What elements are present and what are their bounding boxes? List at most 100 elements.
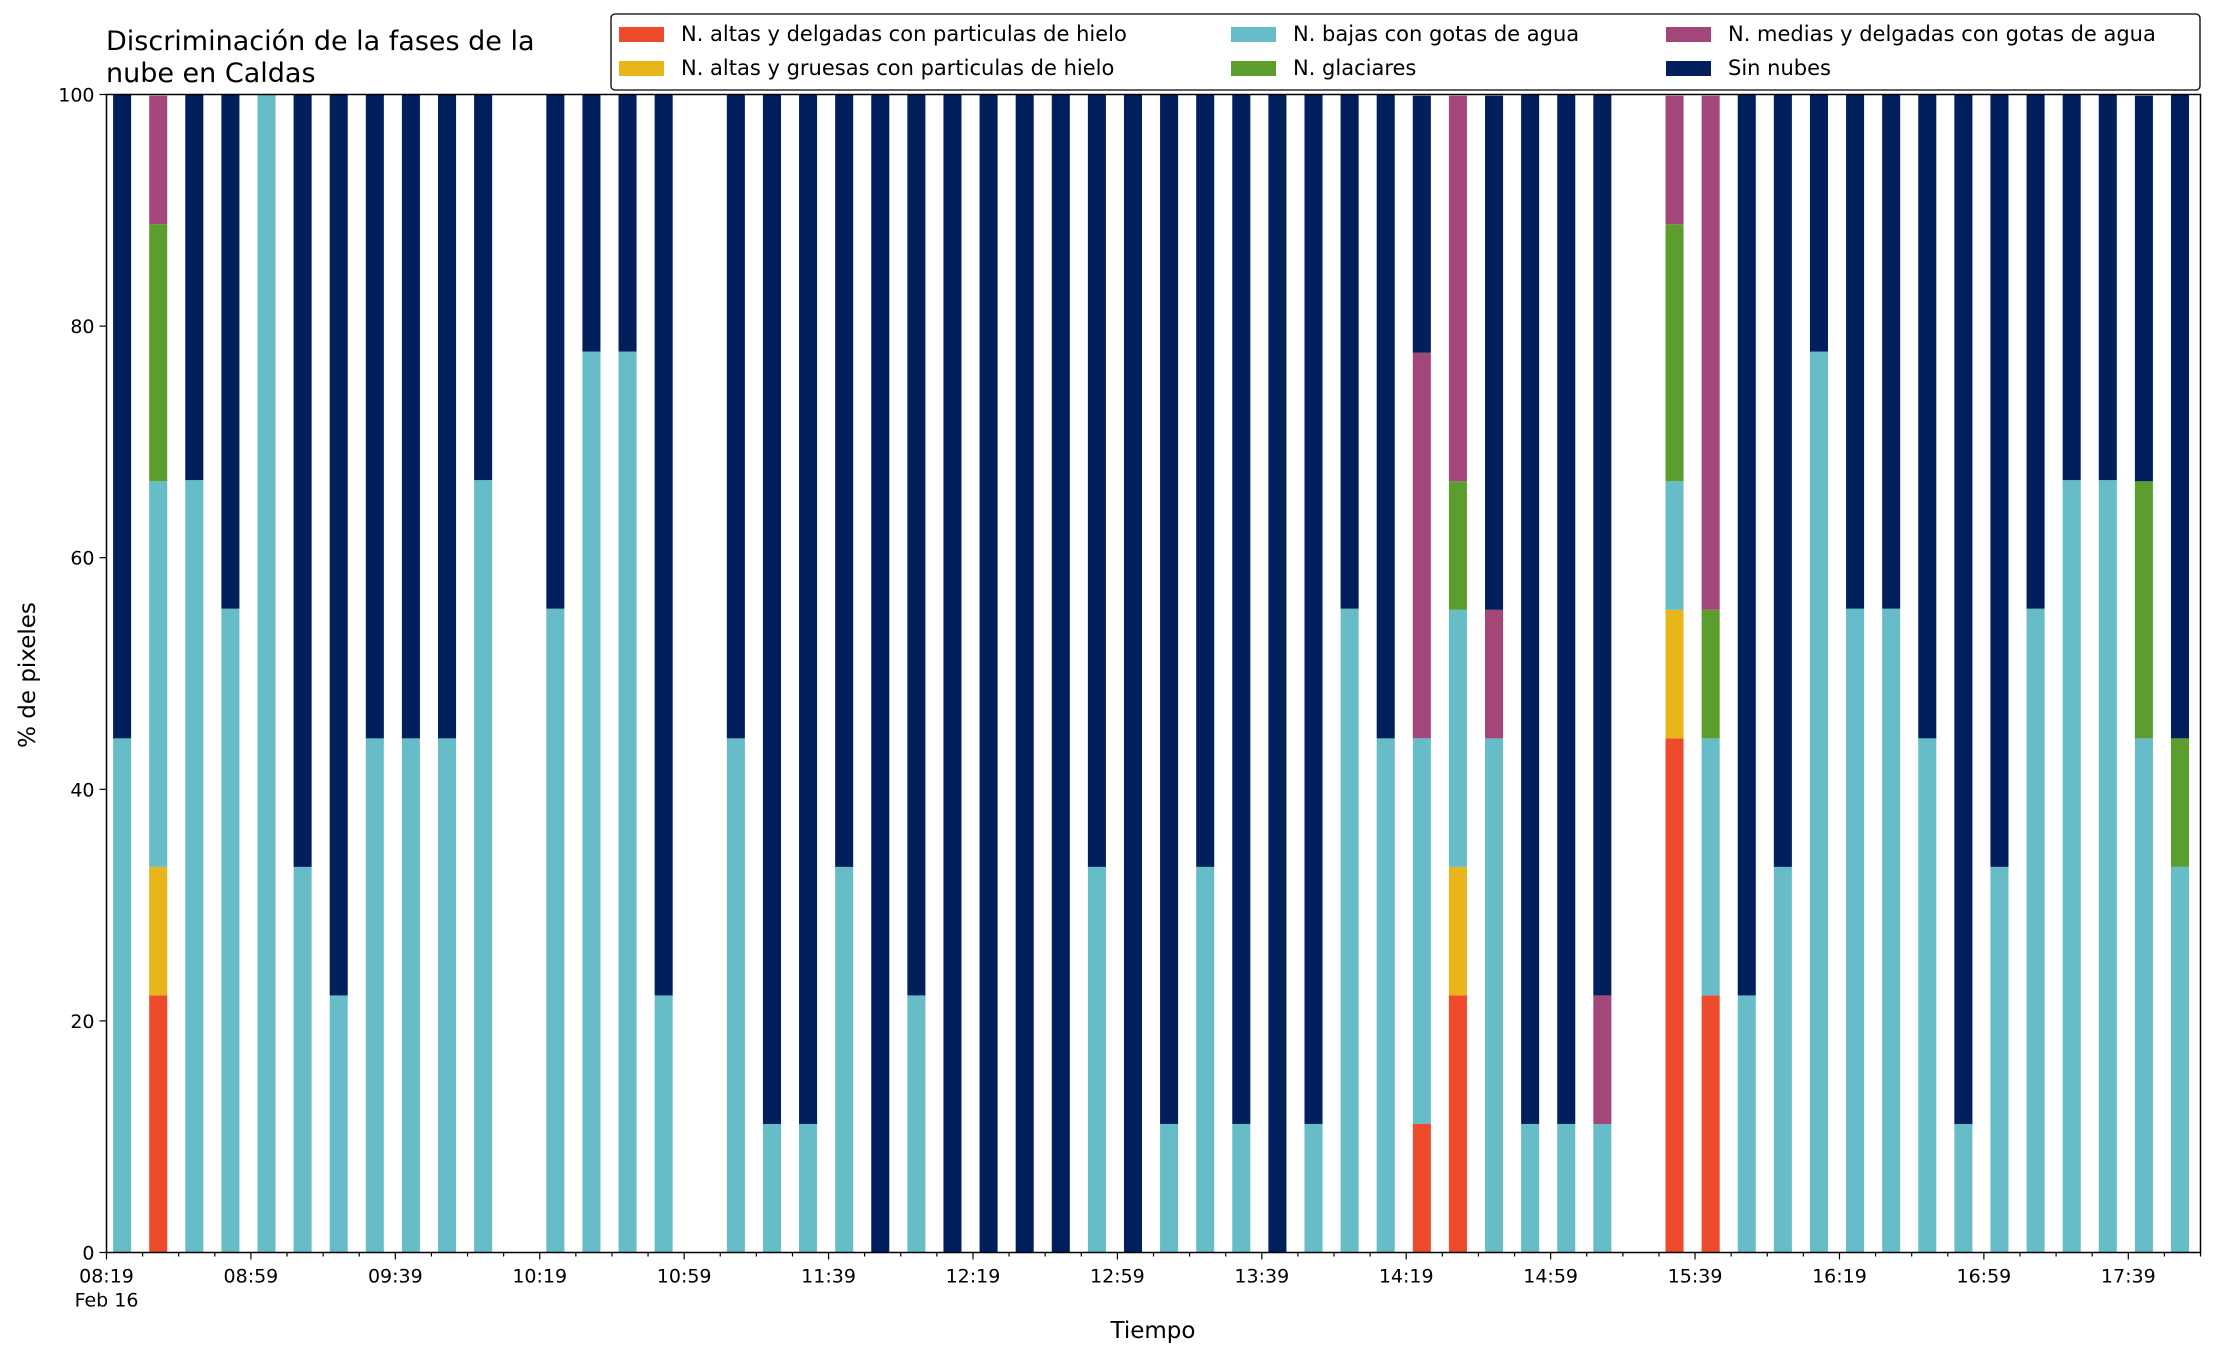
bar-segment bbox=[1665, 95, 1684, 225]
bar-segment bbox=[1051, 94, 1070, 1253]
legend-swatch bbox=[619, 61, 664, 76]
x-axis-label: Tiempo bbox=[1110, 1318, 1196, 1344]
x-tick-label: 11:39 bbox=[801, 1266, 856, 1288]
bar-segment bbox=[113, 738, 132, 1253]
legend-swatch bbox=[1666, 61, 1711, 76]
x-axis: 08:19 08:59 09:39 10:19 10:59 11:39 12:19 12:59… bbox=[75, 1252, 2202, 1312]
y-tick-label: 40 bbox=[70, 779, 94, 801]
legend-label: N. medias y delgadas con gotas de agua bbox=[1728, 22, 2156, 46]
bar-segment bbox=[726, 738, 745, 1253]
bar-segment bbox=[1593, 1123, 1612, 1253]
bar-segment bbox=[835, 94, 854, 867]
y-tick-label: 60 bbox=[70, 548, 94, 570]
bar-segment bbox=[2170, 866, 2190, 1253]
bar-segment bbox=[149, 866, 168, 996]
x-tick-label: 08:59 bbox=[224, 1266, 279, 1288]
legend-swatch bbox=[1666, 27, 1711, 42]
bar-segment bbox=[1087, 866, 1106, 1253]
bar-segment bbox=[1701, 995, 1720, 1253]
bar-segment bbox=[2134, 95, 2153, 482]
y-tick-label: 0 bbox=[82, 1243, 94, 1265]
bar-segment bbox=[185, 94, 204, 481]
bar-segment bbox=[907, 995, 926, 1253]
bar-segment bbox=[1665, 224, 1684, 482]
x-tick-label: 15:39 bbox=[1668, 1266, 1723, 1288]
bar-segment bbox=[1665, 481, 1684, 610]
bar-segment bbox=[1773, 866, 1792, 1253]
bar-segment bbox=[1448, 481, 1467, 610]
x-date-label: Feb 16 bbox=[75, 1290, 139, 1312]
bar-segment bbox=[438, 738, 457, 1253]
bar-segment bbox=[618, 94, 637, 352]
bar-segment bbox=[1701, 95, 1720, 610]
bar-segment bbox=[1304, 1123, 1323, 1253]
bar-segment bbox=[2062, 480, 2081, 1253]
legend-label: N. glaciares bbox=[1293, 56, 1416, 80]
y-tick-label: 100 bbox=[58, 85, 94, 107]
bar-segment bbox=[113, 94, 132, 739]
bar-segment bbox=[1485, 609, 1504, 739]
bar-segment bbox=[1160, 1123, 1179, 1253]
bar-segment bbox=[149, 481, 168, 867]
bar-segment bbox=[474, 94, 493, 481]
bar-segment bbox=[1304, 94, 1323, 1124]
bar-segment bbox=[1123, 94, 1143, 1253]
bar-segment bbox=[1376, 94, 1395, 739]
bar-segment bbox=[1990, 94, 2009, 867]
x-tick-label: 08:19 bbox=[79, 1266, 134, 1288]
bars-group bbox=[113, 94, 2190, 1253]
bar-segment bbox=[1990, 866, 2009, 1253]
bar-segment bbox=[401, 94, 420, 739]
bar-segment bbox=[257, 94, 276, 1253]
bar-segment bbox=[1954, 1123, 1973, 1253]
bar-segment bbox=[1918, 738, 1937, 1253]
x-tick-label: 13:39 bbox=[1234, 1266, 1289, 1288]
y-axis: 0 20 40 60 80 100 bbox=[58, 85, 107, 1265]
bar-segment bbox=[799, 1123, 818, 1253]
bar-segment bbox=[2026, 608, 2045, 1253]
bar-segment bbox=[293, 94, 312, 867]
bar-segment bbox=[1196, 94, 1215, 867]
bar-segment bbox=[1665, 738, 1684, 1253]
bar-segment bbox=[1268, 94, 1287, 1253]
bar-segment bbox=[979, 94, 998, 1253]
x-tick-label: 10:59 bbox=[657, 1266, 712, 1288]
bar-segment bbox=[1232, 94, 1251, 1124]
legend-swatch bbox=[1231, 27, 1276, 42]
bar-segment bbox=[1340, 94, 1359, 609]
bar-segment bbox=[762, 1123, 781, 1253]
bar-segment bbox=[1846, 608, 1865, 1253]
y-tick-label: 20 bbox=[70, 1011, 94, 1033]
bar-segment bbox=[943, 94, 962, 1253]
bar-segment bbox=[149, 224, 168, 482]
bar-segment bbox=[582, 94, 601, 352]
bar-segment bbox=[365, 94, 384, 739]
chart-title-line-2: nube en Caldas bbox=[106, 58, 316, 89]
x-tick-label: 16:19 bbox=[1812, 1266, 1867, 1288]
bar-segment bbox=[1196, 866, 1215, 1253]
bar-segment bbox=[221, 608, 240, 1253]
bar-segment bbox=[1376, 738, 1395, 1253]
bar-segment bbox=[474, 480, 493, 1253]
bar-segment bbox=[185, 480, 204, 1253]
bar-segment bbox=[1087, 94, 1106, 867]
bar-segment bbox=[2134, 481, 2153, 739]
bar-segment bbox=[2170, 94, 2190, 739]
legend-swatch bbox=[619, 27, 664, 42]
bar-segment bbox=[1412, 738, 1431, 1124]
x-tick-label: 14:19 bbox=[1379, 1266, 1434, 1288]
bar-segment bbox=[1809, 351, 1828, 1253]
bar-segment bbox=[582, 351, 601, 1253]
bar-segment bbox=[1232, 1123, 1251, 1253]
x-tick-label: 09:39 bbox=[368, 1266, 423, 1288]
bar-segment bbox=[1809, 94, 1828, 352]
legend-label: N. altas y delgadas con particulas de hi… bbox=[681, 22, 1127, 46]
bar-segment bbox=[1521, 1123, 1540, 1253]
bar-segment bbox=[1160, 94, 1179, 1124]
bar-segment bbox=[1773, 94, 1792, 867]
bar-segment bbox=[329, 995, 348, 1253]
bar-segment bbox=[618, 351, 637, 1253]
bar-segment bbox=[762, 94, 781, 1124]
x-tick-label: 12:59 bbox=[1090, 1266, 1145, 1288]
